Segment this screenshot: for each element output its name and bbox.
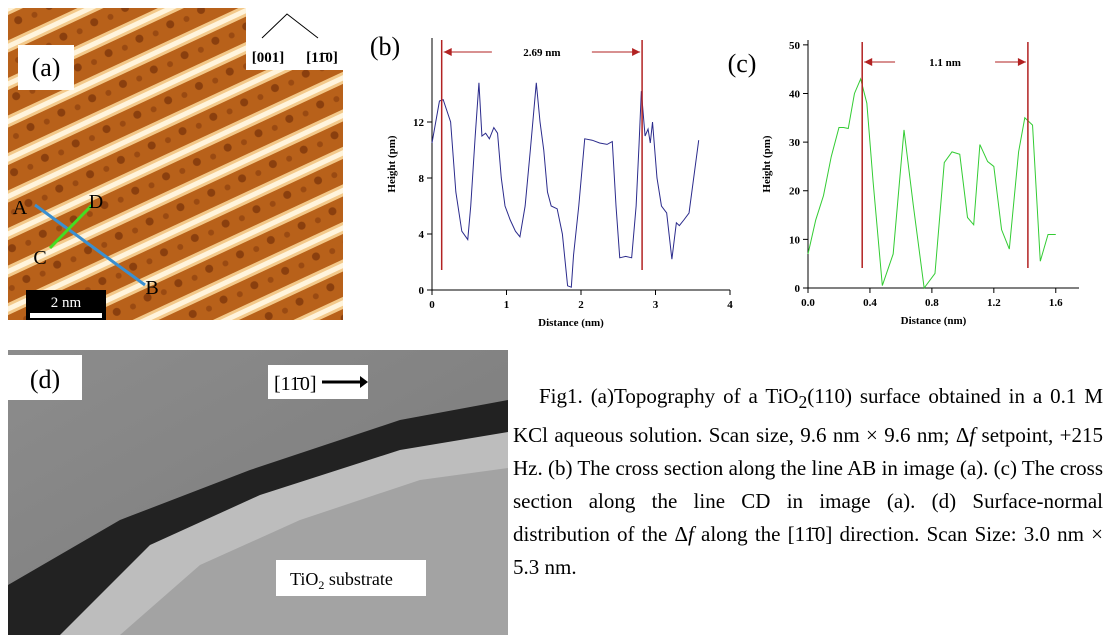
point-label: A [13,197,28,219]
x-axis-label: Distance (nm) [901,315,967,327]
y-tick-label: 50 [789,40,801,52]
panel-label: (c) [728,49,757,78]
y-tick-label: 30 [789,137,801,149]
annotation-arrow [864,58,873,66]
label-box [8,355,82,400]
data-line [431,82,700,288]
panel-label: (d) [30,365,60,394]
annotation-arrow [443,48,452,56]
caption-italic: f [688,522,694,547]
line-cd [48,203,94,250]
caption-italic: f [969,423,976,448]
x-tick-label: 0.4 [863,297,877,309]
label-box [276,560,426,596]
direction-label: [11̄0] [274,373,317,395]
y-tick-label: 0 [795,283,801,295]
annotation-arrow [1017,58,1026,66]
panel-label: (a) [32,53,61,82]
y-tick-label: 10 [789,234,801,246]
direction-arrows [261,13,319,39]
direction-label: [001] [252,50,285,66]
scale-bar-label: 2 nm [51,295,82,311]
region-sub: 2 [318,578,324,592]
caption-text: setpoint, +215 Hz. (b) The cross section… [513,423,1103,547]
x-tick-label: 2 [578,299,584,311]
x-tick-label: 4 [727,299,733,311]
y-tick-label: 4 [419,229,425,241]
x-tick-label: 0.0 [801,297,815,309]
x-tick-label: 0 [429,299,435,311]
caption: Fig1. (a)Topography of a TiO2(110) surfa… [513,380,1103,584]
scale-bar [30,313,102,318]
point-label: B [145,277,158,299]
x-tick-label: 0.8 [925,297,939,309]
direction-box [246,8,343,70]
annotation-arrow [632,48,641,56]
line-ab [34,203,146,287]
x-axis-label: Distance (nm) [538,317,604,329]
point-label: D [89,191,103,213]
annotation: 1.1 nm [929,57,961,69]
label-box [18,45,74,90]
x-tick-label: 1.6 [1049,297,1063,309]
panel-label: (b) [370,32,400,61]
y-tick-label: 40 [789,88,801,100]
region-label: TiO2 substrate [290,569,393,592]
y-tick-label: 8 [419,173,425,185]
direction-arrow [360,376,368,388]
point-label: C [33,247,46,269]
x-tick-label: 3 [653,299,659,311]
caption-sub: 2 [798,392,808,413]
x-tick-label: 1 [504,299,510,311]
y-tick-label: 0 [419,285,425,297]
region-text: TiO [290,569,318,589]
y-tick-label: 20 [789,186,801,198]
caption-text: along the [11̄0] direction. Scan Size: 3… [513,522,1103,580]
x-tick-label: 1.2 [987,297,1001,309]
y-axis-label: Height (pm) [761,135,773,192]
y-tick-label: 12 [413,117,425,129]
direction-label: [11̄0] [306,50,338,66]
y-axis-label: Height (pm) [386,135,398,192]
annotation: 2.69 nm [523,47,560,59]
data-line [807,77,1056,290]
caption-text: (110) surface obtained in a 0.1 M KCl aq… [513,384,1104,448]
caption-text: Fig1. (a)Topography of a TiO [539,384,799,408]
region-text: substrate [324,569,392,589]
